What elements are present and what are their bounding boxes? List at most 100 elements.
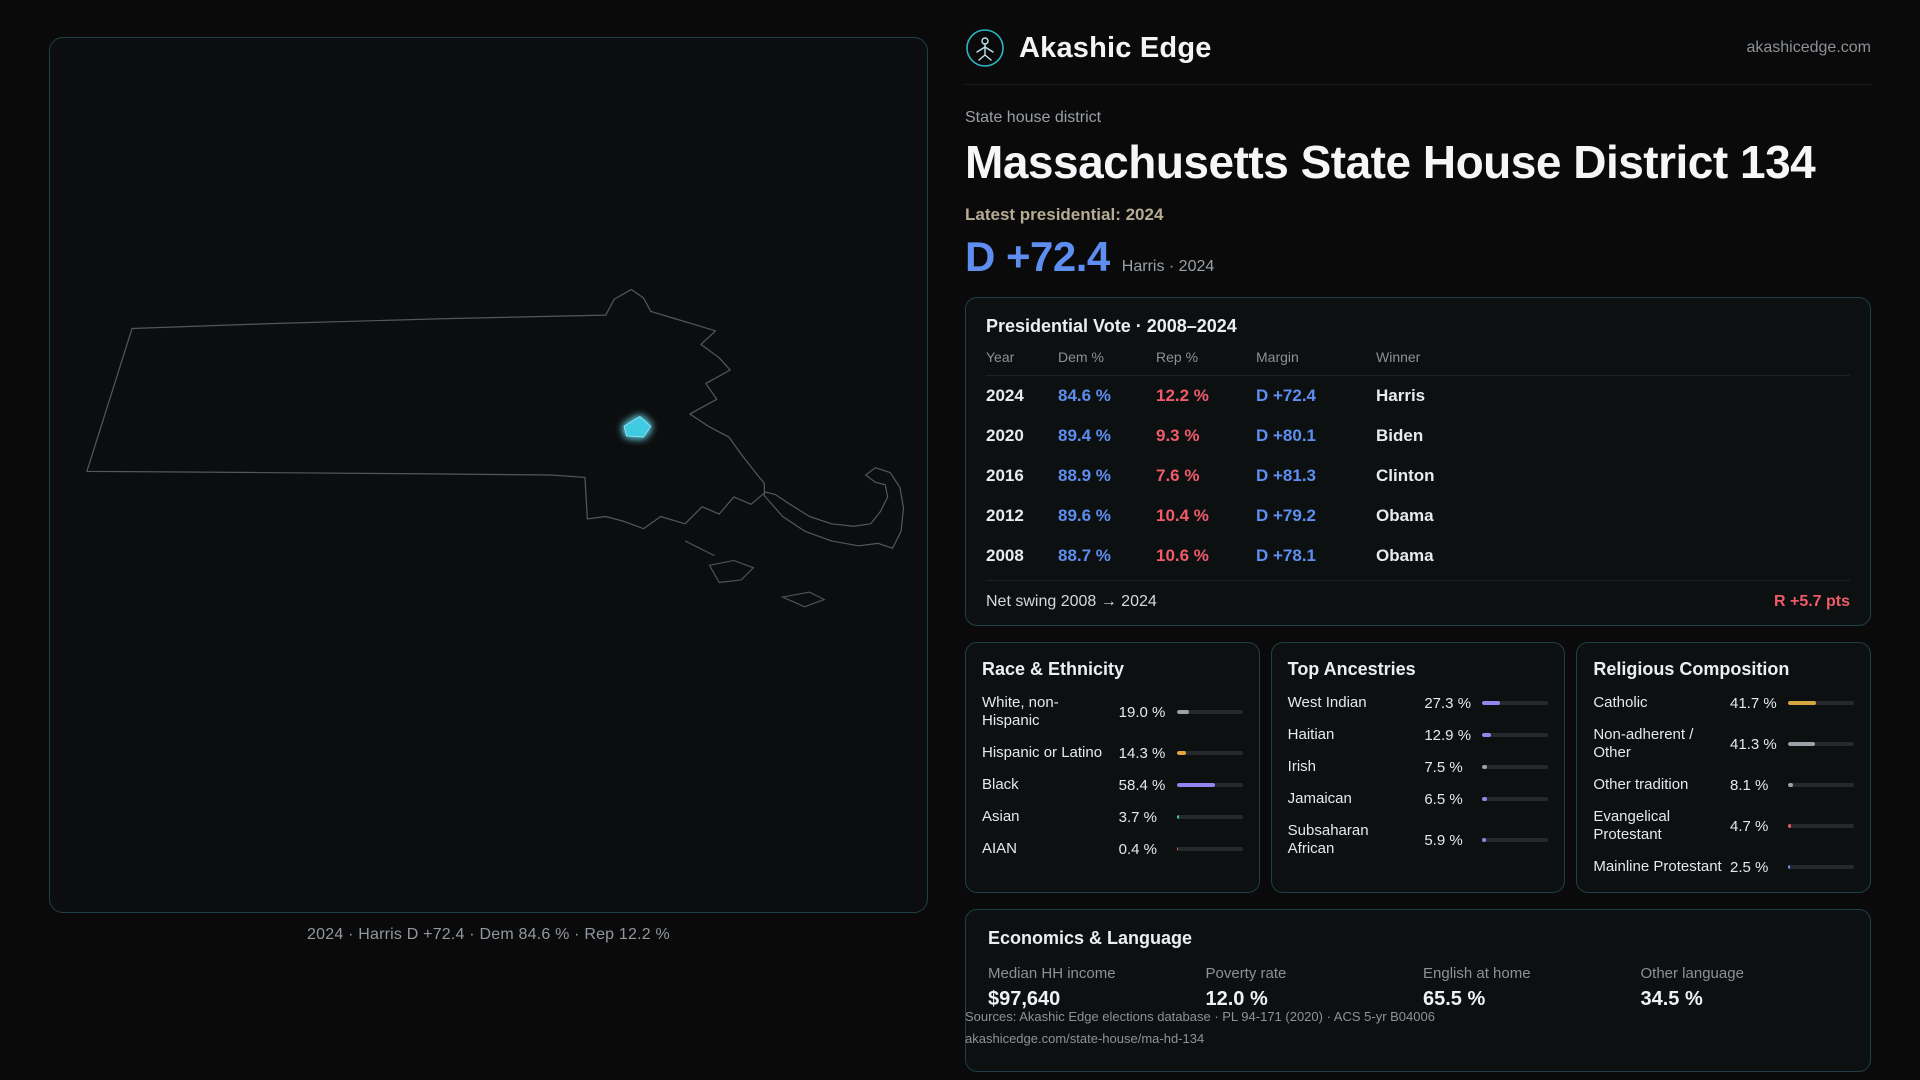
item-value: 2.5 % (1729, 858, 1769, 876)
headline-margin-value: D +72.4 (965, 233, 1110, 280)
list-item: Subsaharan African 5.9 % (1288, 822, 1549, 858)
item-label: AIAN (982, 840, 1018, 857)
table-row: 2008 88.7 % 10.6 % D +78.1 Obama (986, 536, 1850, 576)
list-item: Irish 7.5 % (1288, 758, 1549, 776)
list-item: Catholic 41.7 % (1593, 694, 1854, 712)
district-marker[interactable] (623, 415, 652, 438)
stat-bar-fill (1482, 733, 1491, 737)
latest-presidential-label: Latest presidential: 2024 (965, 205, 1164, 224)
list-item: Haitian 12.9 % (1288, 726, 1549, 744)
list-item: Other tradition 8.1 % (1593, 776, 1854, 794)
dem-cell: 88.9 % (1058, 466, 1111, 485)
stat-block: Poverty rate 12.0 % (1206, 965, 1414, 1011)
stat-bar (1482, 701, 1549, 705)
stat-bar-fill (1787, 783, 1794, 787)
list-item: Black 58.4 % (982, 776, 1243, 794)
stat-bar (1482, 797, 1549, 801)
year-cell: 2012 (986, 506, 1024, 525)
dem-cell: 88.7 % (1058, 546, 1111, 565)
item-label: Non-adherent / Other (1593, 726, 1694, 761)
item-label: Haitian (1287, 726, 1335, 743)
site-domain-link[interactable]: akashicedge.com (1746, 39, 1871, 56)
margin-cell: D +80.1 (1256, 426, 1317, 445)
list-item: AIAN 0.4 % (982, 840, 1243, 858)
sources-note: Sources: Akashic Edge elections database… (965, 1006, 1435, 1050)
massachusetts-map (86, 288, 905, 608)
rep-cell: 10.6 % (1156, 546, 1209, 565)
stat-bar (1176, 783, 1243, 787)
stat-bar-fill (1482, 701, 1501, 705)
table-body: 2024 84.6 % 12.2 % D +72.4 Harris 2020 8… (986, 376, 1850, 576)
stat-bar (1787, 742, 1854, 746)
item-value: 27.3 % (1424, 694, 1472, 712)
rep-cell: 7.6 % (1156, 466, 1200, 485)
economics-language-card: Economics & Language Median HH income $9… (965, 909, 1871, 1072)
stat-bar-fill (1176, 815, 1180, 819)
table-row: 2024 84.6 % 12.2 % D +72.4 Harris (986, 376, 1850, 416)
stat-bar-fill (1176, 751, 1187, 755)
item-label: White, non-Hispanic (982, 694, 1059, 729)
dem-cell: 89.4 % (1058, 426, 1111, 445)
list-item: Mainline Protestant 2.5 % (1593, 858, 1854, 876)
district-type-label: State house district (965, 109, 1102, 126)
religious-composition-card: Religious Composition Catholic 41.7 % No… (1576, 642, 1871, 893)
stat-bar (1787, 824, 1854, 828)
stat-bar (1482, 733, 1549, 737)
item-value: 8.1 % (1729, 776, 1769, 794)
col-dem: Dem % (1058, 349, 1104, 365)
stat-bar-fill (1482, 765, 1488, 769)
list-item: Evangelical Protestant 4.7 % (1593, 808, 1854, 844)
presidential-card-title: Presidential Vote · 2008–2024 (986, 316, 1237, 336)
race-card-title: Race & Ethnicity (982, 659, 1125, 679)
item-value: 0.4 % (1118, 840, 1158, 858)
stat-bar (1482, 765, 1549, 769)
stat-value: 65.5 % (1423, 988, 1486, 1010)
item-label: Other tradition (1593, 776, 1689, 793)
item-value: 3.7 % (1118, 808, 1158, 826)
dem-cell: 89.6 % (1058, 506, 1111, 525)
item-value: 12.9 % (1424, 726, 1472, 744)
stat-bar (1176, 815, 1243, 819)
district-map-panel[interactable] (49, 37, 928, 913)
net-swing-row: Net swing 2008 → 2024 R +5.7 pts (986, 580, 1850, 611)
ancestries-list: West Indian 27.3 % Haitian 12.9 % Irish … (1288, 694, 1549, 858)
stat-bar-fill (1787, 865, 1790, 869)
winner-cell: Biden (1376, 426, 1424, 445)
list-item: Asian 3.7 % (982, 808, 1243, 826)
item-label: Hispanic or Latino (982, 744, 1103, 761)
stat-block: Other language 34.5 % (1641, 965, 1849, 1011)
margin-cell: D +79.2 (1256, 506, 1317, 525)
stat-bar-fill (1176, 710, 1190, 714)
table-header-row: Year Dem % Rep % Margin Winner (986, 349, 1850, 376)
margin-cell: D +72.4 (1256, 386, 1317, 405)
map-caption: 2024 · Harris D +72.4 · Dem 84.6 % · Rep… (307, 926, 670, 943)
col-margin: Margin (1256, 349, 1299, 365)
religion-card-title: Religious Composition (1593, 659, 1790, 679)
marthas-vineyard-outline (708, 559, 755, 584)
nantucket-outline (780, 591, 826, 608)
race-ethnicity-card: Race & Ethnicity White, non-Hispanic 19.… (965, 642, 1260, 893)
item-value: 6.5 % (1424, 790, 1463, 808)
stat-bar (1787, 783, 1854, 787)
item-label: Evangelical Protestant (1593, 808, 1671, 843)
page-title: Massachusetts State House District 134 (965, 136, 1816, 188)
top-ancestries-card: Top Ancestries West Indian 27.3 % Haitia… (1270, 642, 1566, 893)
list-item: West Indian 27.3 % (1288, 694, 1549, 712)
stat-bar-fill (1482, 838, 1487, 842)
margin-cell: D +81.3 (1256, 466, 1317, 485)
stat-bar (1482, 838, 1549, 842)
item-value: 41.7 % (1729, 694, 1777, 712)
item-value: 58.4 % (1118, 776, 1166, 794)
stat-bar (1176, 751, 1243, 755)
stat-bar (1176, 710, 1243, 714)
massachusetts-outline (86, 288, 905, 549)
sources-url: akashicedge.com/state-house/ma-hd-134 (965, 1031, 1205, 1046)
headline-margin-detail: Harris · 2024 (1121, 258, 1215, 275)
item-value: 19.0 % (1118, 703, 1166, 721)
item-label: Asian (982, 808, 1020, 825)
year-cell: 2008 (986, 546, 1024, 565)
stat-bar-fill (1482, 797, 1487, 801)
winner-cell: Obama (1376, 546, 1434, 565)
stat-label: Poverty rate (1205, 965, 1287, 982)
item-label: Mainline Protestant (1593, 858, 1722, 875)
